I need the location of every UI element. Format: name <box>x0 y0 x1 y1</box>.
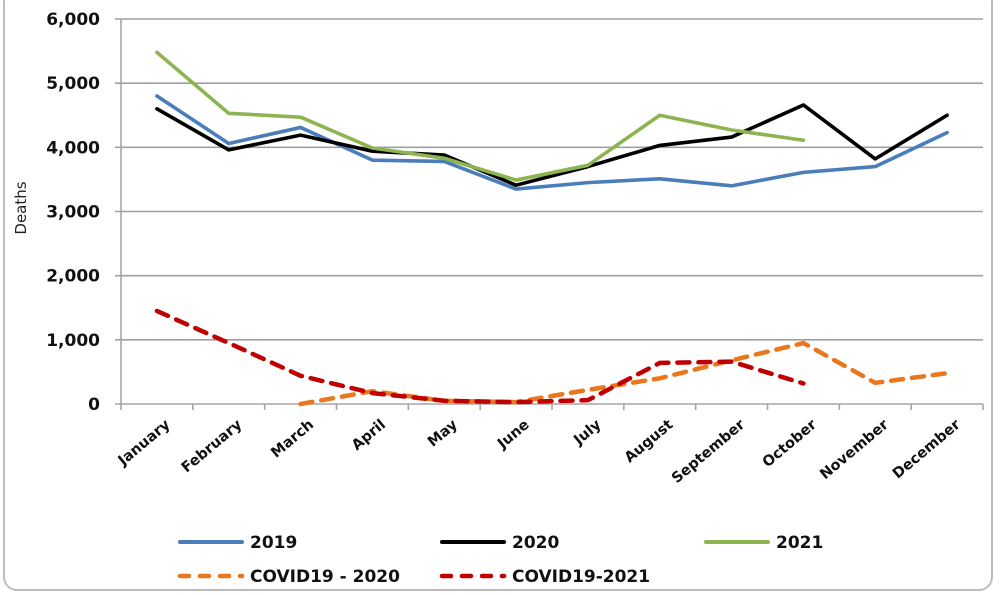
x-tick-label: September <box>669 416 749 487</box>
y-tick-label: 4,000 <box>46 138 100 158</box>
series-2019 <box>155 94 949 191</box>
y-tick-label: 6,000 <box>46 10 100 30</box>
legend-label: 2020 <box>512 533 559 553</box>
x-tick-label: July <box>570 416 605 449</box>
x-tick-label: August <box>622 417 677 466</box>
x-tick-label: June <box>494 417 533 453</box>
series-lines <box>154 50 950 407</box>
x-tick-label: February <box>179 416 246 476</box>
y-tick-label: 2,000 <box>46 267 100 287</box>
series-line <box>155 94 949 191</box>
series-line <box>154 308 806 405</box>
series-line <box>155 103 949 187</box>
series-2020 <box>155 103 949 187</box>
legend-item: 2020 <box>440 533 559 553</box>
legend-label: 2021 <box>776 533 823 553</box>
legend-item: COVID19 - 2020 <box>177 567 400 587</box>
legend-label: COVID19 - 2020 <box>250 567 400 587</box>
x-tick-label: January <box>115 416 174 469</box>
legend-label: 2019 <box>250 533 297 553</box>
x-tick-label: December <box>890 416 964 482</box>
x-tick-label: November <box>817 416 892 483</box>
x-axis: January February March April May June July Augu… <box>115 404 984 487</box>
chart-frame <box>3 0 993 591</box>
legend-label: COVID19-2021 <box>512 567 650 587</box>
x-tick-label: May <box>425 416 461 450</box>
y-tick-label: 3,000 <box>46 203 100 223</box>
x-tick-label: March <box>268 417 317 462</box>
legend-item: 2019 <box>178 533 297 553</box>
legend-item: 2021 <box>704 533 823 553</box>
x-tick-label: October <box>760 416 821 471</box>
legend-item: COVID19-2021 <box>439 567 650 587</box>
y-axis-ticks: 0 1,000 2,000 3,000 4,000 5,000 6,000 <box>46 10 100 415</box>
y-axis-label: Deaths <box>12 181 30 234</box>
series-line <box>155 50 806 182</box>
series-covid19-2021 <box>154 308 806 405</box>
y-tick-label: 5,000 <box>46 74 100 94</box>
x-tick-label: April <box>349 417 389 454</box>
series-2021 <box>155 50 806 182</box>
series-line <box>298 340 950 407</box>
y-tick-label: 0 <box>88 395 100 415</box>
y-tick-label: 1,000 <box>46 331 100 351</box>
gridlines <box>115 18 983 405</box>
legend: 2019 2020 2021 COVID19 - 2020 COVID19-2021 <box>177 533 823 587</box>
